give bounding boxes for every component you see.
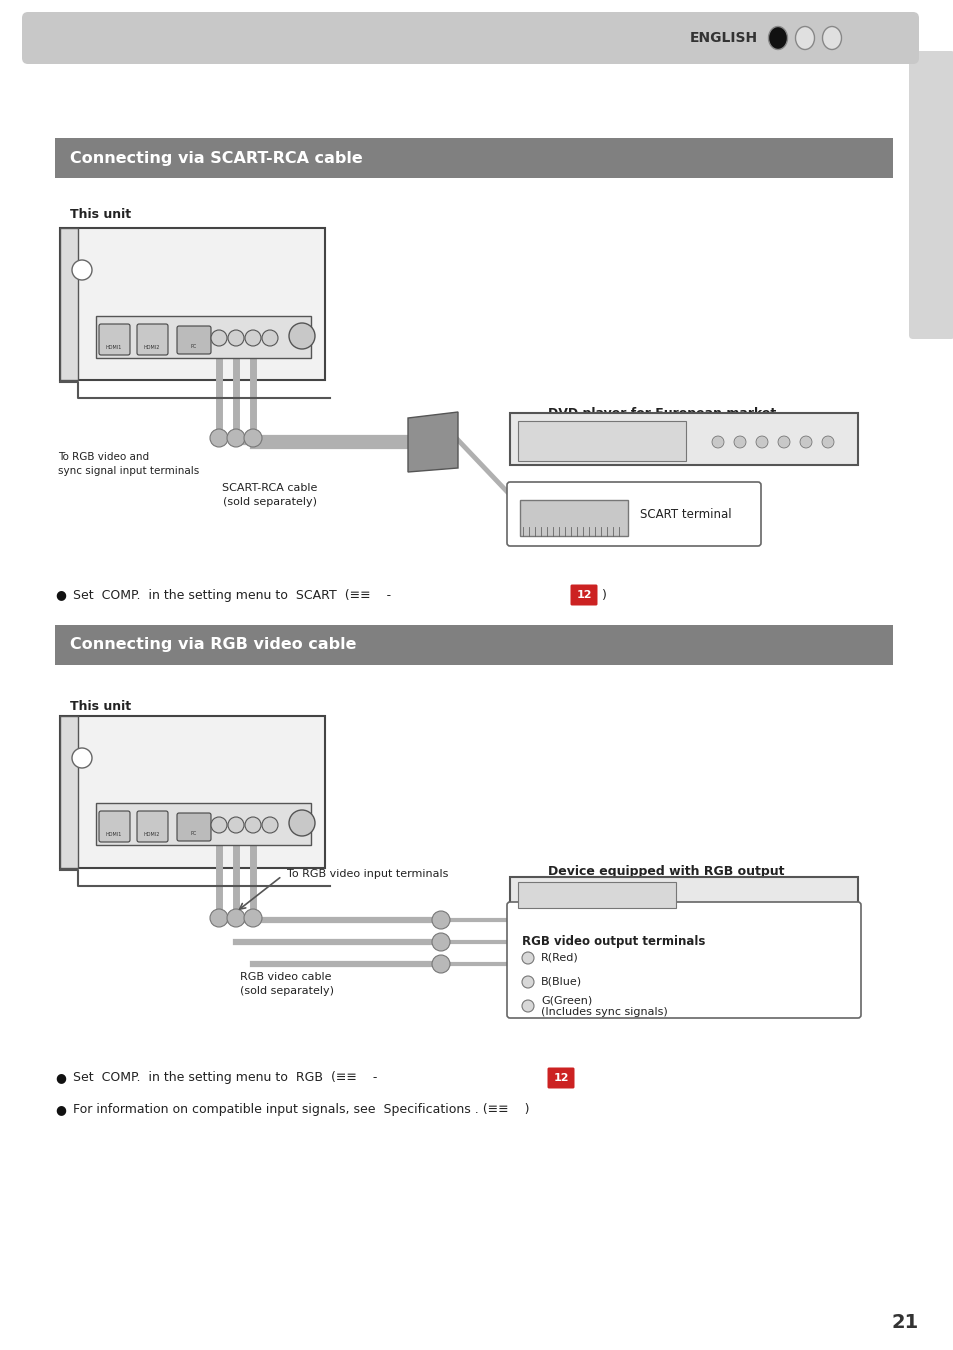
Text: Set  COMP.  in the setting menu to  RGB  (≡≡    -: Set COMP. in the setting menu to RGB (≡≡… <box>73 1072 377 1084</box>
Bar <box>60 716 78 868</box>
Ellipse shape <box>768 27 786 50</box>
Circle shape <box>755 436 767 448</box>
Circle shape <box>262 817 277 833</box>
Bar <box>96 803 311 845</box>
Circle shape <box>244 429 262 447</box>
Text: 12: 12 <box>576 590 591 599</box>
FancyBboxPatch shape <box>177 813 211 841</box>
Text: 21: 21 <box>890 1312 918 1331</box>
FancyBboxPatch shape <box>908 51 953 339</box>
Text: HDMI1: HDMI1 <box>106 346 122 350</box>
Polygon shape <box>408 412 457 472</box>
Text: SCART-RCA cable
(sold separately): SCART-RCA cable (sold separately) <box>222 483 317 508</box>
Circle shape <box>778 436 789 448</box>
Circle shape <box>211 329 227 346</box>
Ellipse shape <box>795 27 814 50</box>
Bar <box>510 878 857 913</box>
Circle shape <box>228 817 244 833</box>
Text: For information on compatible input signals, see  Specifications . (≡≡    ): For information on compatible input sign… <box>73 1103 529 1116</box>
Text: This unit: This unit <box>70 208 131 221</box>
Bar <box>517 421 685 460</box>
Circle shape <box>821 436 833 448</box>
Circle shape <box>521 1000 534 1012</box>
Text: To RGB video and
sync signal input terminals: To RGB video and sync signal input termi… <box>58 452 199 477</box>
Bar <box>55 138 892 178</box>
Circle shape <box>800 436 811 448</box>
Circle shape <box>210 429 228 447</box>
Circle shape <box>227 429 245 447</box>
Circle shape <box>733 436 745 448</box>
Text: RGB video output terminals: RGB video output terminals <box>521 936 704 948</box>
Bar <box>517 882 676 909</box>
FancyBboxPatch shape <box>99 811 130 842</box>
Text: Connecting via SCART-RCA cable: Connecting via SCART-RCA cable <box>70 150 362 166</box>
FancyBboxPatch shape <box>177 325 211 354</box>
Text: DVD player for European market: DVD player for European market <box>547 408 776 420</box>
Circle shape <box>245 817 261 833</box>
Circle shape <box>432 933 450 950</box>
FancyBboxPatch shape <box>137 324 168 355</box>
Circle shape <box>210 909 228 927</box>
Ellipse shape <box>821 27 841 50</box>
Text: ): ) <box>598 589 606 602</box>
Text: Set  COMP.  in the setting menu to  SCART  (≡≡    -: Set COMP. in the setting menu to SCART (… <box>73 589 391 602</box>
Text: Device equipped with RGB output: Device equipped with RGB output <box>547 865 783 879</box>
Circle shape <box>227 909 245 927</box>
Text: ●: ● <box>55 1103 66 1116</box>
FancyBboxPatch shape <box>506 902 861 1018</box>
Bar <box>519 500 627 536</box>
Bar <box>60 228 325 379</box>
Circle shape <box>245 329 261 346</box>
Circle shape <box>711 436 723 448</box>
FancyBboxPatch shape <box>99 324 130 355</box>
Circle shape <box>289 810 314 836</box>
Circle shape <box>432 911 450 929</box>
Bar <box>60 228 78 379</box>
Text: This unit: This unit <box>70 699 131 713</box>
Text: RGB video cable
(sold separately): RGB video cable (sold separately) <box>240 972 334 996</box>
Bar <box>96 316 311 358</box>
FancyBboxPatch shape <box>570 585 597 606</box>
FancyBboxPatch shape <box>137 811 168 842</box>
Text: PC: PC <box>191 832 197 836</box>
Text: HDMI2: HDMI2 <box>144 832 160 837</box>
FancyBboxPatch shape <box>22 12 918 63</box>
Text: HDMI1: HDMI1 <box>106 832 122 837</box>
Text: PC: PC <box>191 344 197 350</box>
Circle shape <box>262 329 277 346</box>
Bar <box>60 716 325 868</box>
Text: SCART terminal: SCART terminal <box>639 508 731 521</box>
Circle shape <box>71 748 91 768</box>
Circle shape <box>521 976 534 988</box>
Circle shape <box>244 909 262 927</box>
Bar <box>55 625 892 666</box>
Circle shape <box>289 323 314 350</box>
Circle shape <box>521 952 534 964</box>
Text: ENGLISH: ENGLISH <box>689 31 758 45</box>
Text: B(Blue): B(Blue) <box>540 977 581 987</box>
Text: G(Green)
(Includes sync signals): G(Green) (Includes sync signals) <box>540 995 667 1017</box>
Text: HDMI2: HDMI2 <box>144 346 160 350</box>
Bar <box>510 413 857 464</box>
Circle shape <box>432 954 450 973</box>
Circle shape <box>211 817 227 833</box>
FancyBboxPatch shape <box>506 482 760 545</box>
Text: Connecting via RGB video cable: Connecting via RGB video cable <box>70 637 356 652</box>
Circle shape <box>71 261 91 279</box>
Text: ●: ● <box>55 1072 66 1084</box>
Text: ●: ● <box>55 589 66 602</box>
Circle shape <box>228 329 244 346</box>
Text: To RGB video input terminals: To RGB video input terminals <box>287 869 448 879</box>
Text: R(Red): R(Red) <box>540 953 578 963</box>
FancyBboxPatch shape <box>547 1068 574 1088</box>
Text: 12: 12 <box>553 1073 568 1083</box>
